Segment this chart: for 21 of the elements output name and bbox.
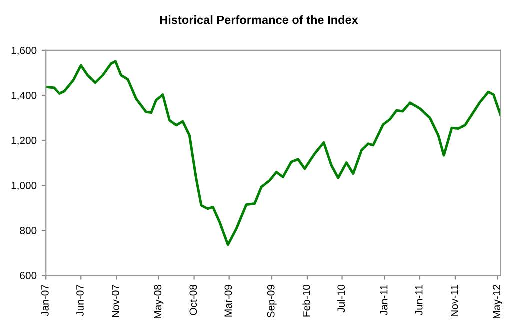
y-tick-label: 800 (20, 227, 37, 234)
x-tick-label: Mar-09 (224, 285, 232, 317)
x-tick-label: Jan-11 (380, 285, 388, 316)
y-tick-label: 1,000 (12, 182, 37, 191)
y-tick-label: 1,400 (12, 92, 37, 101)
x-tick-label: Feb-10 (302, 284, 310, 317)
x-tick-label: Sep-09 (267, 285, 277, 318)
x-tick-label: Nov-07 (112, 285, 120, 318)
y-tick-label: 600 (20, 272, 37, 280)
x-tick-label: Jan-07 (42, 285, 49, 316)
x-tick-label: Jul-10 (337, 284, 346, 313)
x-tick-label: May-08 (154, 285, 164, 318)
x-tick-label: Oct-08 (190, 285, 198, 316)
chart-title: Historical Performance of the Index (160, 16, 358, 24)
y-tick-label: 1,200 (12, 137, 37, 146)
x-tick-label: Nov-11 (450, 285, 458, 317)
x-tick-label: Jun-07 (76, 285, 84, 316)
y-tick-label: 1,600 (12, 46, 37, 56)
x-tick-label: Jun-11 (415, 285, 423, 316)
x-tick-label: May-12 (493, 285, 503, 318)
line-series (46, 60, 501, 246)
